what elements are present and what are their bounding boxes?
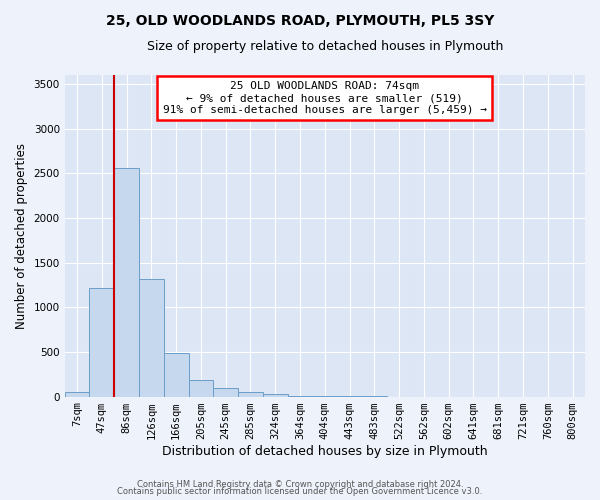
Text: Contains HM Land Registry data © Crown copyright and database right 2024.: Contains HM Land Registry data © Crown c… — [137, 480, 463, 489]
Text: Contains public sector information licensed under the Open Government Licence v3: Contains public sector information licen… — [118, 487, 482, 496]
Bar — [114, 168, 139, 396]
Text: 25, OLD WOODLANDS ROAD, PLYMOUTH, PL5 3SY: 25, OLD WOODLANDS ROAD, PLYMOUTH, PL5 3S… — [106, 14, 494, 28]
Bar — [164, 353, 188, 397]
Bar — [139, 278, 164, 396]
Bar — [238, 392, 263, 396]
Y-axis label: Number of detached properties: Number of detached properties — [15, 143, 28, 329]
Bar — [214, 388, 238, 396]
Bar — [65, 392, 89, 396]
Bar — [188, 380, 214, 396]
X-axis label: Distribution of detached houses by size in Plymouth: Distribution of detached houses by size … — [162, 444, 488, 458]
Title: Size of property relative to detached houses in Plymouth: Size of property relative to detached ho… — [146, 40, 503, 53]
Bar — [89, 288, 114, 397]
Text: 25 OLD WOODLANDS ROAD: 74sqm
← 9% of detached houses are smaller (519)
91% of se: 25 OLD WOODLANDS ROAD: 74sqm ← 9% of det… — [163, 82, 487, 114]
Bar — [263, 394, 287, 396]
